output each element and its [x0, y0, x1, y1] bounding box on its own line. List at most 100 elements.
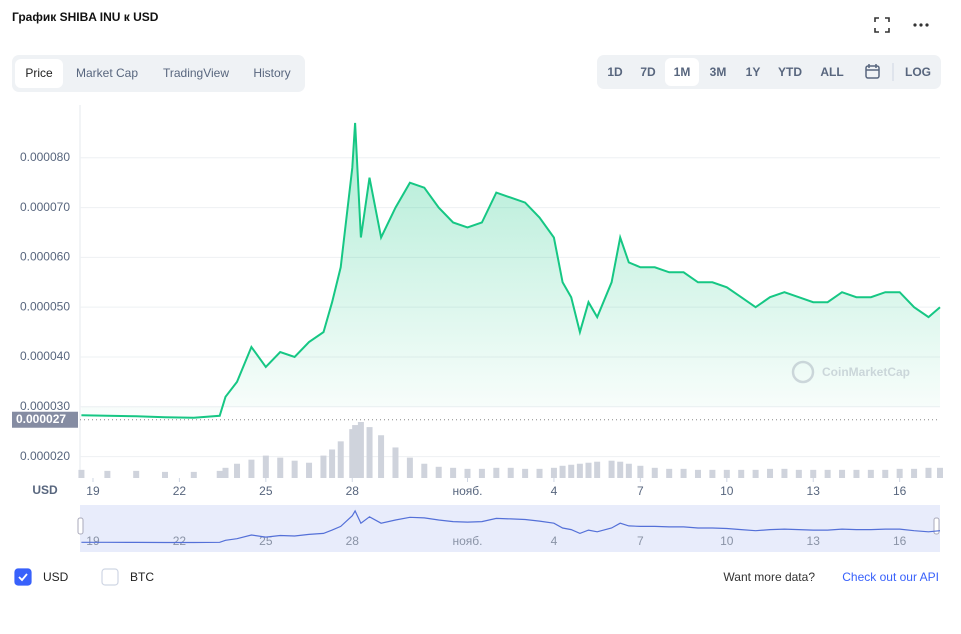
volume-bar — [867, 469, 874, 478]
volume-bar — [911, 468, 918, 478]
range-button[interactable]: 1M — [674, 65, 691, 79]
x-tick-label: 25 — [259, 484, 273, 498]
range-button[interactable]: 1Y — [746, 65, 761, 79]
y-tick-label: 0.000060 — [20, 250, 70, 264]
y-tick-label: 0.000030 — [20, 399, 70, 413]
y-tick-label: 0.000070 — [20, 200, 70, 214]
y-tick-label: 0.000040 — [20, 349, 70, 363]
volume — [78, 422, 943, 478]
current-price-label: 0.000027 — [16, 412, 66, 426]
volume-bar — [507, 467, 514, 478]
volume-bar — [493, 467, 500, 478]
tab[interactable]: History — [253, 66, 290, 80]
navigator-tick-label: 7 — [637, 534, 644, 548]
x-tick-label: 28 — [346, 484, 360, 498]
volume-bar — [781, 468, 788, 478]
volume-bar — [133, 470, 140, 478]
volume-bar — [568, 464, 575, 478]
price-area — [81, 122, 940, 418]
fullscreen-icon[interactable] — [874, 17, 890, 33]
volume-bar — [478, 468, 485, 478]
navigator-tick-label: 22 — [173, 534, 187, 548]
volume-bar — [550, 467, 557, 478]
volume-bar — [680, 468, 687, 478]
navigator-tick-label: 25 — [259, 534, 273, 548]
volume-bar — [752, 469, 759, 478]
volume-bar — [723, 469, 730, 478]
navigator-handle[interactable] — [933, 517, 940, 535]
log-button[interactable]: LOG — [905, 65, 931, 79]
watermark-text: CoinMarketCap — [822, 365, 910, 379]
volume-bar — [608, 460, 615, 478]
navigator-tick-label: 16 — [893, 534, 907, 548]
watermark: CoinMarketCap — [791, 360, 910, 384]
range-button[interactable]: 1D — [607, 65, 623, 79]
range-active — [665, 58, 699, 86]
volume-bar — [694, 469, 701, 478]
range-button[interactable]: ALL — [820, 65, 843, 79]
dot — [925, 23, 929, 27]
volume-bar — [161, 471, 168, 478]
tab[interactable]: TradingView — [163, 66, 229, 80]
fullscreen-path — [874, 17, 890, 33]
volume-bar — [522, 468, 529, 478]
volume-bar — [306, 462, 313, 478]
y-tick-label: 0.000050 — [20, 299, 70, 313]
x-tick-label: 7 — [637, 484, 644, 498]
volume-bar — [435, 466, 442, 478]
tab-bar — [12, 55, 305, 92]
checkbox[interactable] — [101, 568, 119, 586]
volume-bar — [262, 455, 269, 478]
y-tick-label: 0.000080 — [20, 150, 70, 164]
navigator-tick-label: 28 — [346, 534, 360, 548]
volume-bar — [594, 461, 601, 478]
navigator-tick-label: нояб. — [452, 534, 482, 548]
y-axis-label: USD — [32, 483, 58, 497]
x-tick-label: 13 — [807, 484, 821, 498]
volume-bar — [925, 467, 932, 478]
calendar-body — [865, 65, 880, 79]
volume-bar — [824, 469, 831, 478]
volume-bar — [190, 471, 197, 478]
volume-bar — [625, 463, 632, 478]
range-button[interactable]: 7D — [640, 65, 656, 79]
volume-bar — [78, 469, 85, 478]
volume-bar — [882, 469, 889, 478]
volume-bar — [576, 463, 583, 478]
volume-bar — [617, 461, 624, 478]
more-data-link[interactable]: Check out our API — [842, 570, 939, 584]
tab-active — [15, 59, 63, 88]
volume-bar — [738, 469, 745, 478]
volume-bar — [234, 463, 241, 478]
more-icon[interactable] — [913, 23, 929, 27]
navigator-line — [81, 509, 941, 544]
x-tick-label: 4 — [551, 484, 558, 498]
volume-bar — [222, 467, 229, 478]
calendar-line — [866, 64, 879, 71]
tab[interactable]: Price — [25, 66, 53, 80]
navigator-tick-label: 13 — [807, 534, 821, 548]
volume-bar — [406, 457, 413, 478]
volume-bar — [320, 455, 327, 478]
tab[interactable]: Market Cap — [76, 66, 138, 80]
volume-bar — [337, 441, 344, 478]
volume-bar — [464, 468, 471, 478]
navigator[interactable] — [80, 505, 940, 552]
range-button[interactable]: YTD — [778, 65, 802, 79]
volume-bar — [767, 468, 774, 478]
checkbox[interactable] — [14, 568, 32, 586]
more-data-text: Want more data? — [723, 570, 815, 584]
x-tick-label: 22 — [173, 484, 187, 498]
navigator-handle[interactable] — [77, 517, 84, 535]
navigator-tick-label: 4 — [551, 534, 558, 548]
calendar-icon[interactable] — [865, 64, 880, 79]
navigator-tick-label: 10 — [720, 534, 734, 548]
dot — [913, 23, 917, 27]
volume-bar — [810, 469, 817, 478]
range-button[interactable]: 3M — [710, 65, 727, 79]
volume-bar — [450, 467, 457, 478]
watermark-logo — [791, 360, 815, 384]
volume-bar — [896, 468, 903, 478]
volume-bar — [421, 463, 428, 478]
y-tick-label: 0.000020 — [20, 449, 70, 463]
